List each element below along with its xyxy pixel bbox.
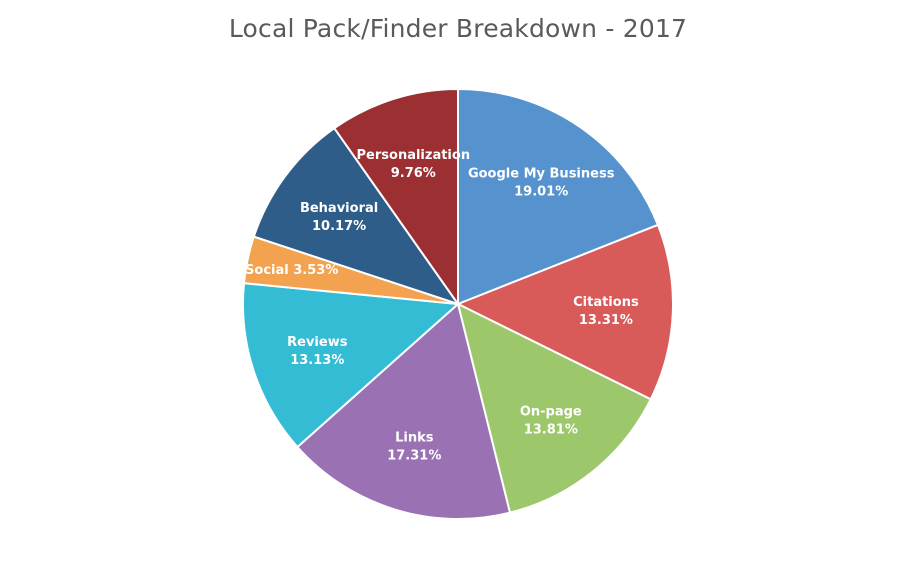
slice-label-citations: Citations 13.31% [573,295,639,328]
slice-label-behavioral: Behavioral 10.17% [300,201,378,234]
slice-label-personalization: Personalization 9.76% [357,148,471,181]
pie-slice-reviews [242,282,461,449]
pie-slice-google-my-business [457,87,660,306]
slice-label-reviews: Reviews 13.13% [287,335,348,368]
slice-label-on-page: On-page 13.81% [520,404,582,437]
pie-slice-behavioral [252,126,461,306]
pie-slice-on-page [456,302,653,514]
pie-slice-links [296,302,512,520]
slice-label-links: Links 17.31% [387,430,441,463]
pie-slice-personalization [332,87,459,308]
pie-slices [242,87,674,520]
pie-slice-citations [455,223,674,401]
pie-labels: Google My Business 19.01% Citations 13.31% O… [245,148,639,464]
slice-label-social: Social 3.53% [245,263,338,278]
chart-title: Local Pack/Finder Breakdown - 2017 [228,14,688,43]
slice-label-google-my-business: Google My Business 19.01% [468,167,615,200]
